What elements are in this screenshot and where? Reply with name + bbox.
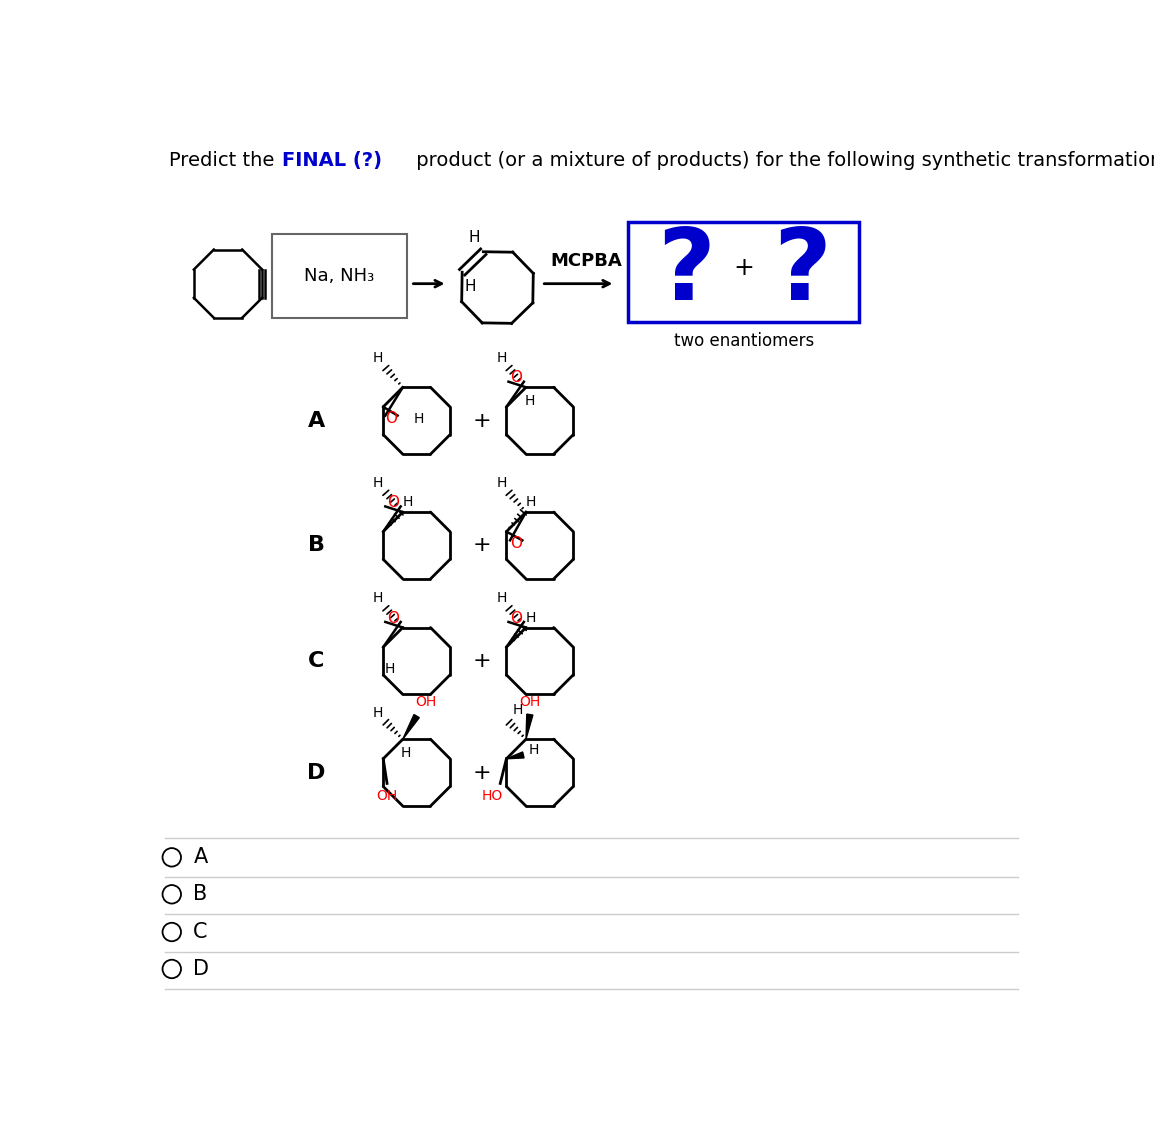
FancyBboxPatch shape bbox=[629, 222, 860, 323]
Text: D: D bbox=[307, 763, 325, 782]
Text: O: O bbox=[510, 535, 523, 551]
Text: H: H bbox=[402, 746, 412, 760]
Text: B: B bbox=[194, 884, 208, 904]
Text: Predict the: Predict the bbox=[168, 151, 280, 170]
Text: H: H bbox=[526, 496, 537, 509]
Text: H: H bbox=[496, 351, 507, 365]
Text: H: H bbox=[373, 591, 383, 606]
Text: A: A bbox=[194, 848, 208, 867]
Text: H: H bbox=[413, 412, 424, 426]
Text: product (or a mixture of products) for the following synthetic transformation:: product (or a mixture of products) for t… bbox=[411, 151, 1154, 170]
Text: H: H bbox=[514, 703, 524, 717]
Polygon shape bbox=[403, 714, 419, 739]
Text: +: + bbox=[473, 763, 492, 782]
Text: O: O bbox=[510, 370, 523, 385]
Text: OH: OH bbox=[415, 695, 436, 710]
Text: C: C bbox=[308, 651, 324, 671]
Text: O: O bbox=[387, 610, 399, 626]
Text: +: + bbox=[473, 651, 492, 671]
Text: D: D bbox=[194, 959, 209, 979]
Text: A: A bbox=[308, 411, 325, 431]
Text: H: H bbox=[496, 475, 507, 490]
Text: OH: OH bbox=[519, 695, 540, 710]
Text: ?: ? bbox=[657, 224, 715, 320]
Text: H: H bbox=[524, 394, 534, 408]
Text: MCPBA: MCPBA bbox=[550, 251, 622, 269]
Text: OH: OH bbox=[376, 789, 398, 803]
Text: Na, NH₃: Na, NH₃ bbox=[305, 267, 374, 285]
Text: H: H bbox=[529, 743, 539, 756]
Text: H: H bbox=[464, 278, 475, 293]
Text: H: H bbox=[496, 591, 507, 606]
Text: H: H bbox=[469, 231, 480, 246]
Text: H: H bbox=[373, 475, 383, 490]
FancyBboxPatch shape bbox=[272, 233, 406, 318]
Text: ?: ? bbox=[773, 224, 831, 320]
Text: H: H bbox=[384, 662, 395, 676]
Text: H: H bbox=[526, 611, 537, 625]
Polygon shape bbox=[507, 752, 524, 758]
Text: H: H bbox=[403, 496, 413, 509]
Text: +: + bbox=[473, 535, 492, 556]
Text: H: H bbox=[373, 351, 383, 365]
Text: +: + bbox=[473, 411, 492, 431]
Text: FINAL (?): FINAL (?) bbox=[282, 151, 382, 170]
Polygon shape bbox=[526, 714, 533, 739]
Text: C: C bbox=[194, 923, 208, 942]
Text: H: H bbox=[373, 706, 383, 720]
Text: two enantiomers: two enantiomers bbox=[674, 333, 814, 351]
Text: +: + bbox=[734, 256, 755, 281]
Text: O: O bbox=[385, 411, 397, 426]
Text: B: B bbox=[308, 535, 325, 556]
Text: O: O bbox=[510, 610, 523, 626]
Text: O: O bbox=[387, 495, 399, 511]
Text: HO: HO bbox=[482, 789, 503, 803]
